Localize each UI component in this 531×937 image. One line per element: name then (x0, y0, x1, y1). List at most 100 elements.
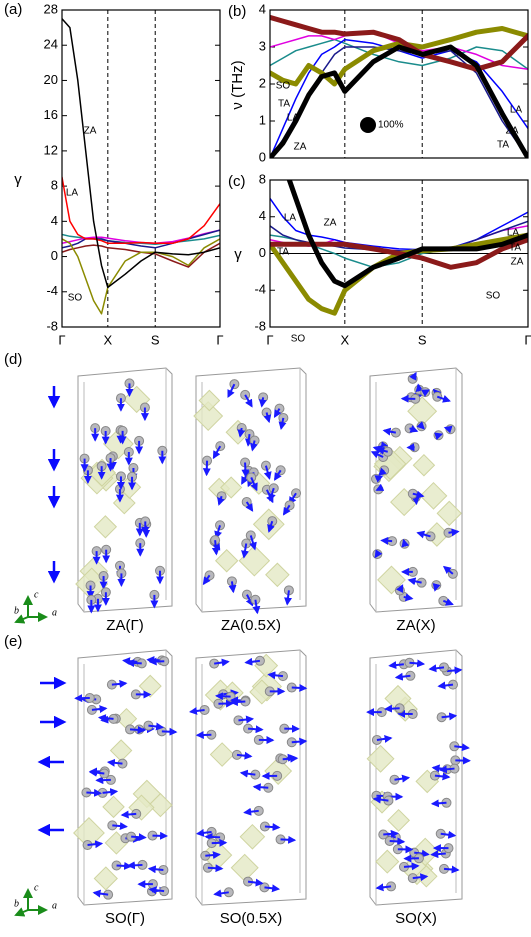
displacement-arrow (207, 864, 224, 873)
curve-label: ZA (511, 257, 524, 268)
curve-label: ZA (506, 126, 519, 137)
displacement-arrow (401, 538, 410, 548)
y-tick-label: 4 (259, 1, 266, 16)
curve-label: SO (291, 334, 306, 345)
series-line (270, 26, 528, 87)
x-tick-label: Γ (266, 332, 273, 347)
displacement-arrow (131, 833, 147, 842)
x-tick-label: Γ (58, 332, 65, 347)
displacement-arrow (205, 851, 221, 860)
y-tick-label: -4 (254, 282, 266, 297)
axis-letter: b (14, 898, 19, 909)
displacement-arrow (227, 383, 236, 399)
axis-letter: a (52, 900, 57, 911)
octahedron (93, 866, 118, 891)
displacement-arrow (217, 495, 225, 506)
displacement-arrow (204, 832, 221, 841)
displacement-arrow (430, 799, 447, 808)
displacement-arrow (148, 722, 165, 731)
displacement-arrow (389, 837, 406, 846)
displacement-arrow (148, 886, 165, 895)
displacement-arrow (416, 421, 425, 430)
displacement-arrow (282, 504, 291, 516)
y-tick-label: 0 (51, 248, 58, 263)
displacement-arrow (409, 659, 426, 668)
displacement-arrow (428, 664, 445, 673)
mode-label: SO(Γ) (105, 910, 145, 927)
displacement-arrow (268, 487, 276, 502)
y-tick-label: 16 (44, 107, 58, 122)
displacement-arrow (284, 590, 293, 606)
axis-letter: c (34, 589, 39, 600)
displacement-arrow (147, 865, 164, 874)
displacement-arrow (189, 706, 205, 715)
displacement-arrow (436, 395, 451, 403)
displacement-arrow (395, 584, 404, 594)
mode-label: SO(0.5X) (220, 910, 283, 927)
curve-label: SO (486, 291, 501, 302)
octahedron (214, 549, 239, 573)
displacement-arrow (414, 849, 430, 858)
curve-label: SO (276, 81, 291, 92)
displacement-arrow (120, 810, 137, 819)
displacement-arrow (249, 440, 258, 452)
displacement-arrow (374, 475, 384, 483)
displacement-arrow (252, 783, 269, 792)
y-tick-label: 2 (259, 75, 266, 90)
series-line (270, 237, 528, 270)
series-line (62, 238, 220, 315)
axis-arrow (14, 614, 29, 624)
y-tick-label: -8 (254, 318, 266, 333)
curve-label: ZA (294, 142, 307, 153)
displacement-arrow (394, 774, 411, 783)
plot-frame (61, 9, 221, 328)
displacement-arrow (442, 565, 454, 575)
structure-cell (75, 367, 173, 614)
displacement-arrow (202, 574, 211, 586)
series-line (286, 180, 528, 289)
axis-arrow (14, 907, 29, 917)
displacement-arrow (438, 765, 455, 774)
displacement-arrow (249, 535, 257, 551)
curve-label: ZA (324, 218, 337, 229)
octahedron (419, 481, 448, 510)
panel-label: (d) (4, 351, 22, 368)
y-axis-title: γ (14, 171, 22, 188)
displacement-arrow (375, 883, 392, 892)
axis-letter: c (34, 882, 39, 893)
displacement-arrow (87, 840, 104, 849)
series-line (62, 18, 220, 289)
displacement-arrow (380, 536, 393, 545)
displacement-arrow (388, 661, 404, 670)
y-tick-label: 8 (259, 171, 266, 186)
structure-cell (369, 367, 463, 613)
displacement-arrow (376, 446, 388, 455)
structure-cell (189, 649, 308, 906)
octahedron (239, 823, 266, 850)
displacement-arrow (376, 734, 393, 743)
curve-label: TA (278, 99, 290, 110)
displacement-arrow (241, 462, 250, 478)
displacement-arrow (430, 850, 446, 859)
displacement-arrow (106, 758, 123, 767)
y-axis-title: γ (234, 246, 242, 263)
displacement-arrow (112, 822, 128, 831)
octahedron (148, 792, 173, 818)
octahedron (387, 808, 411, 832)
displacement-arrow (416, 530, 431, 539)
x-tick-label: X (340, 332, 349, 347)
panel-label: (a) (4, 1, 22, 18)
displacement-arrow (263, 465, 272, 480)
displacement-arrow (238, 715, 255, 724)
displacement-arrow (443, 425, 453, 434)
displacement-arrow (383, 829, 399, 838)
structure-cell (73, 649, 178, 906)
displacement-arrow (412, 873, 429, 882)
panel-label: (c) (228, 173, 246, 190)
displacement-arrow (247, 878, 264, 887)
displacement-arrow (215, 692, 231, 701)
displacement-arrow (442, 598, 454, 606)
displacement-arrow (244, 394, 253, 408)
displacement-arrow (244, 434, 253, 447)
